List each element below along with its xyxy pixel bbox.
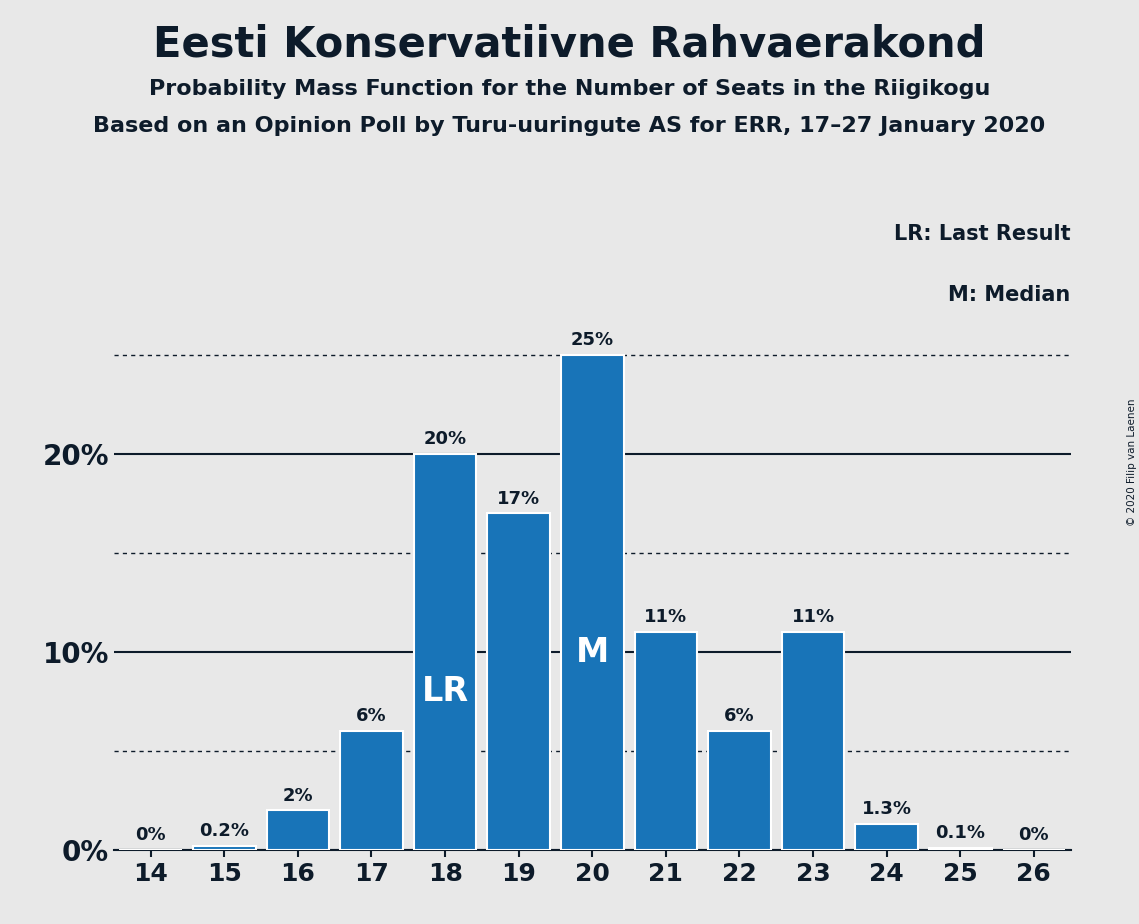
Text: 11%: 11% [792, 608, 835, 626]
Text: 0%: 0% [1018, 826, 1049, 845]
Text: © 2020 Filip van Laenen: © 2020 Filip van Laenen [1126, 398, 1137, 526]
Text: 2%: 2% [282, 786, 313, 805]
Text: 11%: 11% [645, 608, 688, 626]
Text: 6%: 6% [357, 708, 387, 725]
Bar [192, 846, 255, 850]
Bar [634, 632, 697, 850]
Text: Based on an Opinion Poll by Turu-uuringute AS for ERR, 17–27 January 2020: Based on an Opinion Poll by Turu-uuringu… [93, 116, 1046, 136]
Bar [708, 731, 771, 850]
Bar [929, 848, 992, 850]
Bar [413, 454, 476, 850]
Bar [487, 514, 550, 850]
Text: LR: LR [421, 675, 468, 708]
Text: 25%: 25% [571, 331, 614, 349]
Text: 17%: 17% [497, 490, 540, 507]
Bar [267, 810, 329, 850]
Bar [855, 824, 918, 850]
Text: 6%: 6% [724, 708, 755, 725]
Text: 20%: 20% [424, 431, 467, 448]
Text: Probability Mass Function for the Number of Seats in the Riigikogu: Probability Mass Function for the Number… [149, 79, 990, 99]
Text: 1.3%: 1.3% [862, 800, 911, 819]
Text: M: Median: M: Median [949, 285, 1071, 305]
Bar [562, 355, 623, 850]
Text: 0.2%: 0.2% [199, 822, 249, 840]
Text: LR: Last Result: LR: Last Result [894, 224, 1071, 244]
Bar [781, 632, 844, 850]
Text: 0%: 0% [136, 826, 166, 845]
Text: 0.1%: 0.1% [935, 824, 985, 842]
Text: M: M [575, 636, 609, 669]
Text: Eesti Konservatiivne Rahvaerakond: Eesti Konservatiivne Rahvaerakond [154, 23, 985, 65]
Bar [341, 731, 403, 850]
